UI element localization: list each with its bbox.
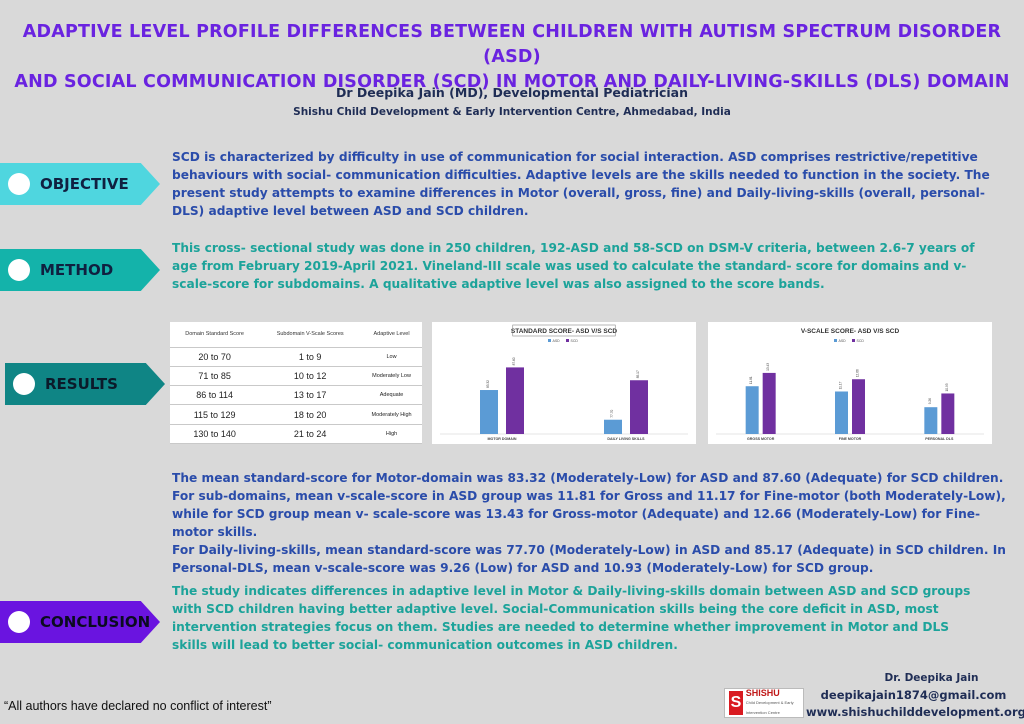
bar	[745, 386, 759, 434]
logo-letter: S	[729, 691, 743, 715]
legend-label: SCD	[571, 339, 579, 343]
conclusion-label: CONCLUSION	[0, 601, 160, 643]
table-row: 71 to 85 10 to 12 Moderately Low	[170, 366, 422, 387]
table-cell: Low	[361, 347, 422, 367]
legend-swatch	[834, 339, 837, 342]
legend-swatch	[852, 339, 855, 342]
table-header-cell: Adaptive Level	[361, 322, 422, 348]
table-cell: Moderately High	[361, 404, 422, 425]
results-paragraph-2: For Daily-living-skills, mean standard-s…	[172, 543, 1006, 575]
bar-value-label: 9.26	[928, 398, 932, 404]
bar-value-label: 85.17	[636, 370, 640, 378]
table-row: 20 to 70 1 to 9 Low	[170, 347, 422, 367]
category-label: PERSONAL DLS	[925, 437, 954, 441]
logo-subtitle: Child Development & Early Intervention C…	[745, 700, 794, 715]
shishu-logo: S SHISHU Child Development & Early Inter…	[724, 688, 804, 718]
bullet-dot-icon	[8, 611, 30, 633]
bar-value-label: 10.93	[945, 383, 949, 391]
standard-score-chart-svg: STANDARD SCORE- ASD V/S SCD ASD SCD 83.32 87…	[440, 324, 688, 441]
contact-email[interactable]: deepikajain1874@gmail.com	[820, 688, 1007, 702]
chart-title: V-SCALE SCORE- ASD V/S SCD	[801, 328, 900, 335]
table-header-cell: Domain Standard Score	[170, 322, 260, 348]
legend-label: SCD	[857, 339, 865, 343]
category-label: GROSS MOTOR	[747, 437, 775, 441]
legend-swatch	[548, 339, 551, 342]
standard-score-chart: STANDARD SCORE- ASD V/S SCD ASD SCD 83.32 87…	[432, 322, 696, 444]
category-label: FINE MOTOR	[839, 437, 862, 441]
table-cell: 1 to 9	[259, 347, 362, 367]
bullet-dot-icon	[13, 373, 35, 395]
table-cell: Adequate	[361, 385, 422, 406]
objective-text: SCD is characterized by difficulty in us…	[172, 150, 990, 218]
table-cell: 20 to 70	[170, 347, 260, 367]
bar-value-label: 12.66	[856, 369, 860, 377]
table-cell: High	[361, 424, 422, 445]
results-label-text: RESULTS	[45, 375, 118, 393]
objective-label: OBJECTIVE	[0, 163, 160, 205]
legend-swatch	[566, 339, 569, 342]
bar-value-label: 87.60	[512, 357, 516, 365]
bar-value-label: 11.17	[839, 381, 843, 389]
legend-label: ASD	[839, 339, 847, 343]
bar	[835, 391, 848, 434]
table-cell: 86 to 114	[170, 385, 260, 406]
table-cell: 71 to 85	[170, 366, 260, 387]
bar	[630, 380, 648, 434]
bullet-dot-icon	[8, 173, 30, 195]
logo-text-block: SHISHU Child Development & Early Interve…	[746, 688, 803, 718]
table-cell: Moderately Low	[361, 366, 422, 387]
conclusion-text: The study indicates differences in adapt…	[172, 584, 971, 652]
organization-line: Shishu Child Development & Early Interve…	[293, 106, 731, 118]
conclusion-label-text: CONCLUSION	[40, 613, 151, 631]
legend-label: ASD	[553, 339, 561, 343]
score-band-table: Domain Standard Score Subdomain V-Scale …	[170, 322, 422, 445]
bar	[924, 407, 938, 434]
poster-title: ADAPTIVE LEVEL PROFILE DIFFERENCES BETWE…	[0, 20, 1024, 95]
contact-name: Dr. Deepika Jain	[884, 672, 979, 684]
title-line-1: ADAPTIVE LEVEL PROFILE DIFFERENCES BETWE…	[22, 22, 1002, 67]
bar-value-label: 13.43	[766, 363, 770, 371]
title-line-2: AND SOCIAL COMMUNICATION DISORDER (SCD) …	[14, 72, 1010, 92]
table-cell: 10 to 12	[259, 366, 362, 387]
v-scale-score-chart: V-SCALE SCORE- ASD V/S SCD ASD SCD 11.81 13.…	[708, 322, 992, 444]
bar-value-label: 83.32	[486, 380, 490, 388]
table-cell: 115 to 129	[170, 404, 260, 425]
method-text: This cross- sectional study was done in …	[172, 241, 975, 291]
author-line: Dr Deepika Jain (MD), Developmental Pedi…	[335, 85, 689, 100]
v-scale-score-chart-svg: V-SCALE SCORE- ASD V/S SCD ASD SCD 11.81 13.…	[716, 328, 984, 441]
table-cell: 18 to 20	[259, 404, 362, 425]
results-text: The mean standard-score for Motor-domain…	[172, 469, 1007, 577]
category-label: MOTOR DOMAIN	[488, 437, 517, 441]
results-paragraph-1: The mean standard-score for Motor-domain…	[172, 471, 1006, 539]
contact-website[interactable]: www.shishuchilddevelopment.org	[806, 705, 1024, 719]
bar-value-label: 11.81	[749, 376, 753, 384]
contact-block: Dr. Deepika Jain deepikajain1874@gmail.c…	[806, 670, 1024, 721]
chart-title-box	[512, 324, 616, 337]
table-row: 130 to 140 21 to 24 High	[170, 424, 422, 445]
bar	[480, 390, 498, 434]
method-label: METHOD	[0, 249, 160, 291]
table-row: 115 to 129 18 to 20 Moderately High	[170, 404, 422, 425]
table-cell: 21 to 24	[259, 424, 362, 445]
bar	[852, 379, 865, 434]
objective-label-text: OBJECTIVE	[40, 175, 129, 193]
conflict-disclaimer: “All authors have declared no conflict o…	[4, 699, 272, 713]
results-label: RESULTS	[5, 363, 165, 405]
table-cell: 13 to 17	[259, 385, 362, 406]
bar	[762, 372, 776, 434]
bar-value-label: 77.70	[610, 410, 614, 418]
table-header-cell: Subdomain V-Scale Scores	[259, 322, 362, 348]
bar	[604, 419, 622, 434]
chart-title: STANDARD SCORE- ASD V/S SCD	[511, 328, 617, 335]
bar	[941, 393, 955, 434]
logo-name: SHISHU	[745, 688, 780, 698]
bullet-dot-icon	[8, 259, 30, 281]
category-label: DAILY LIVING SKILLS	[607, 437, 645, 441]
table-row: 86 to 114 13 to 17 Adequate	[170, 385, 422, 406]
bar	[506, 367, 524, 434]
method-label-text: METHOD	[40, 261, 114, 279]
table-cell: 130 to 140	[170, 424, 260, 445]
table-header-row: Domain Standard Score Subdomain V-Scale …	[170, 322, 422, 348]
